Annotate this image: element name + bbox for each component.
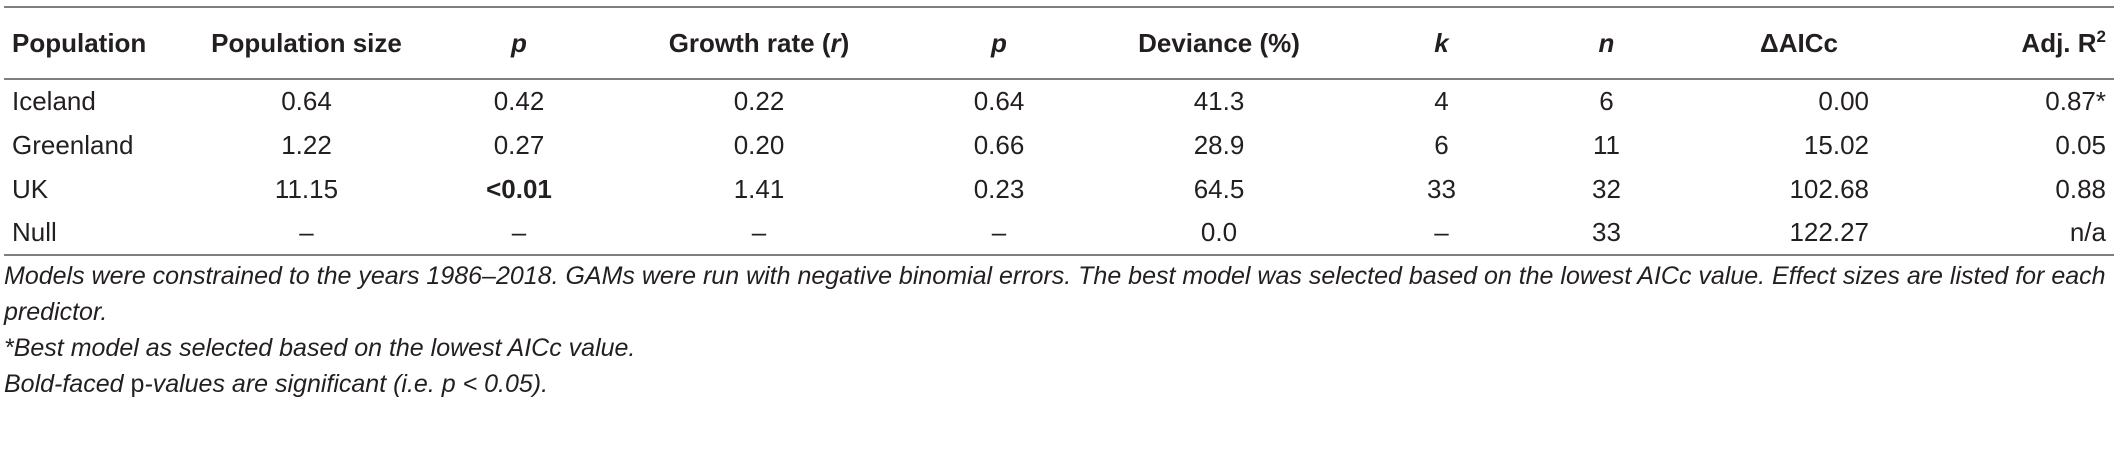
header-population-size: Population size [211, 27, 402, 58]
header-p-1: p [511, 27, 527, 58]
footnote-best-model: *Best model as selected based on the low… [4, 334, 636, 362]
header-n: n [1598, 27, 1615, 58]
cell-deviance: 0.0 [1200, 217, 1238, 247]
header-adj-r2: Adj. R2 [2021, 26, 2106, 58]
cell-delta-aicc: 122.27 [1789, 217, 1869, 247]
cell-n: 32 [1592, 173, 1621, 204]
cell-delta-aicc: 0.00 [1818, 86, 1869, 116]
header-row: Population Population size p Growth rate… [4, 7, 2114, 79]
cell-p-2: 0.23 [973, 173, 1025, 204]
header-p-2: p [991, 27, 1007, 58]
cell-deviance: 41.3 [1193, 86, 1245, 116]
table-row: Greenland 1.22 0.27 0.20 0.66 28.9 6 11 … [4, 123, 2114, 167]
cell-k: 4 [1434, 86, 1449, 116]
cell-adj-r2: 0.88 [2055, 173, 2106, 204]
table-row: UK 11.15 <0.01 1.41 0.23 64.5 33 32 102.… [4, 167, 2114, 211]
cell-delta-aicc: 102.68 [1789, 173, 1869, 204]
cell-adj-r2: 0.05 [2055, 129, 2106, 160]
table-row: Null – – – – 0.0 – 33 122.27 n/a [4, 211, 2114, 255]
cell-adj-r2: 0.87* [2045, 86, 2106, 116]
cell-growth-rate: 1.41 [733, 173, 785, 204]
header-k: k [1434, 27, 1449, 58]
cell-n: 6 [1599, 86, 1614, 116]
cell-k: – [1434, 217, 1449, 247]
cell-population: UK [12, 173, 49, 204]
results-table: Population Population size p Growth rate… [4, 6, 2114, 256]
header-population: Population [12, 27, 147, 58]
cell-p-2: 0.64 [973, 86, 1025, 116]
cell-population-size: 11.15 [274, 173, 339, 204]
cell-n: 11 [1593, 129, 1620, 160]
cell-deviance: 28.9 [1193, 129, 1245, 160]
cell-p-1: 0.27 [493, 129, 545, 160]
footnote-bold-p-values: Bold-faced p-values are significant (i.e… [4, 370, 549, 398]
cell-k: 33 [1427, 173, 1456, 204]
table-body: Iceland 0.64 0.42 0.22 0.64 41.3 4 6 0.0… [4, 79, 2114, 255]
table-row: Iceland 0.64 0.42 0.22 0.64 41.3 4 6 0.0… [4, 79, 2114, 123]
header-growth-rate: Growth rate (r) [668, 27, 850, 58]
cell-p-1-significant: <0.01 [486, 173, 552, 204]
header-delta-aicc: ΔAICc [1760, 27, 1838, 58]
cell-p-1: 0.42 [493, 86, 545, 116]
cell-n: 33 [1592, 217, 1621, 247]
footnote-models: Models were constrained to the years 198… [4, 262, 2106, 326]
table-header: Population Population size p Growth rate… [4, 7, 2114, 79]
cell-growth-rate: – [751, 217, 767, 247]
cell-population-size: – [299, 217, 314, 247]
cell-adj-r2: n/a [2069, 217, 2106, 247]
cell-growth-rate: 0.20 [733, 129, 785, 160]
cell-population: Null [12, 217, 57, 247]
cell-population-size: 0.64 [281, 86, 332, 116]
cell-deviance: 64.5 [1193, 173, 1245, 204]
cell-population: Greenland [12, 129, 134, 160]
cell-delta-aicc: 15.02 [1803, 129, 1869, 160]
cell-p-2: 0.66 [973, 129, 1025, 160]
cell-p-1: – [511, 217, 527, 247]
cell-p-2: – [991, 217, 1007, 247]
cell-growth-rate: 0.22 [733, 86, 785, 116]
table-footnotes: Models were constrained to the years 198… [4, 256, 2114, 402]
cell-k: 6 [1434, 129, 1449, 160]
cell-population: Iceland [12, 86, 96, 116]
header-deviance: Deviance (%) [1138, 27, 1300, 58]
cell-population-size: 1.22 [281, 129, 332, 160]
